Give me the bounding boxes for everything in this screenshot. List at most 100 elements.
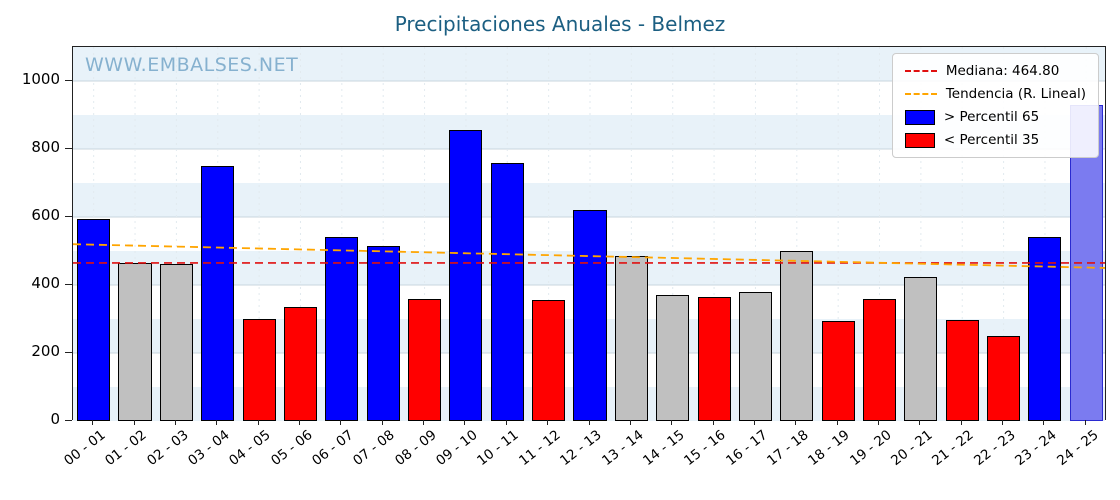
bar-00-01 [77,218,111,421]
x-tick-label: 06 - 07 [309,427,357,470]
bars-layer [73,47,1105,421]
legend-label-trend: Tendencia (R. Lineal) [945,86,1086,102]
x-tick-label: 21 - 22 [929,427,978,470]
bar-14-15 [656,295,690,421]
legend-item-above-p65: > Percentil 65 [904,109,1086,125]
watermark: WWW.EMBALSES.NET [85,54,299,76]
x-tick-mark [257,420,259,425]
reference-lines [73,243,1105,269]
x-tick-label: 16 - 17 [722,427,771,470]
x-tick-mark [92,420,94,425]
x-tick-mark [133,420,135,425]
bar-21-22 [945,319,979,421]
x-tick-label: 14 - 15 [640,427,688,470]
bar-13-14 [614,256,648,421]
x-tick-label: 17 - 18 [764,427,812,470]
y-tick-mark [65,352,72,353]
x-tick-mark [588,420,590,425]
x-tick-label: 23 - 24 [1012,427,1060,470]
x-tick-label: 02 - 03 [143,427,192,470]
x-tick-mark [836,420,838,425]
x-tick-mark [712,420,714,425]
y-tick-label: 1000 [21,70,60,88]
x-tick-label: 08 - 09 [391,427,440,470]
chart-title: Precipitaciones Anuales - Belmez [394,12,726,36]
x-tick-mark [340,420,342,425]
bar-10-11 [490,162,524,421]
x-tick-label: 13 - 14 [598,427,647,470]
y-tick-mark [65,80,72,81]
x-tick-label: 10 - 11 [474,427,523,470]
x-tick-mark [505,420,507,425]
bar-18-19 [821,320,855,421]
y-tick-mark [65,148,72,149]
x-tick-label: 20 - 21 [888,427,936,470]
bar-12-13 [573,210,607,421]
bar-08-09 [408,298,442,421]
bar-16-17 [738,291,772,421]
y-tick-mark [65,420,72,421]
x-tick-label: 00 - 01 [61,427,109,470]
bar-06-07 [325,237,359,421]
x-tick-mark [671,420,673,425]
y-tick-label: 800 [31,138,60,156]
x-tick-mark [298,420,300,425]
x-tick-label: 22 - 23 [970,427,1019,470]
x-tick-label: 12 - 13 [557,427,605,470]
bar-17-18 [780,251,814,421]
x-tick-mark [216,420,218,425]
plot-area: WWW.EMBALSES.NET Mediana: 464.80 Tendenc… [72,46,1106,421]
bar-11-12 [532,300,566,421]
median-line-sample-icon [904,70,937,72]
x-tick-mark [629,420,631,425]
bar-20-21 [904,277,938,421]
x-tick-label: 07 - 08 [350,427,399,470]
bar-03-04 [201,166,235,421]
x-tick-label: 15 - 16 [681,427,729,470]
x-tick-mark [464,420,466,425]
bar-22-23 [987,336,1021,421]
bar-01-02 [118,262,152,421]
x-tick-mark [1084,420,1086,425]
y-tick-mark [65,284,72,285]
x-tick-mark [174,420,176,425]
x-tick-label: 03 - 04 [185,427,233,470]
x-tick-label: 11 - 12 [515,427,564,470]
x-tick-label: 05 - 06 [267,427,316,470]
bar-19-20 [862,298,897,421]
x-tick-mark [547,420,549,425]
y-tick-label: 400 [31,274,60,292]
x-tick-label: 01 - 02 [102,427,150,470]
bar-23-24 [1028,237,1062,421]
trend-line-sample-icon [904,93,937,95]
x-tick-mark [1043,420,1045,425]
x-tick-mark [381,420,383,425]
bar-09-10 [449,130,483,421]
legend-label-below-p35: < Percentil 35 [943,132,1040,148]
y-tick-mark [65,216,72,217]
bar-15-16 [697,296,731,421]
bar-07-08 [366,245,400,421]
blue-patch-icon [904,109,935,125]
legend-item-median: Mediana: 464.80 [904,63,1086,79]
x-tick-mark [960,420,962,425]
legend: Mediana: 464.80 Tendencia (R. Lineal) > … [891,53,1099,158]
x-tick-label: 09 - 10 [433,427,481,470]
y-tick-label: 0 [50,410,60,428]
x-tick-mark [795,420,797,425]
y-tick-label: 600 [31,206,60,224]
x-tick-mark [753,420,755,425]
red-patch-icon [904,132,935,148]
legend-item-below-p35: < Percentil 35 [904,132,1086,148]
x-tick-mark [919,420,921,425]
x-tick-label: 24 - 25 [1053,427,1102,470]
legend-label-above-p65: > Percentil 65 [943,109,1040,125]
x-tick-label: 04 - 05 [226,427,274,470]
legend-item-trend: Tendencia (R. Lineal) [904,86,1086,102]
x-tick-mark [878,420,880,425]
y-tick-label: 200 [31,342,60,360]
x-tick-mark [423,420,425,425]
bar-05-06 [283,307,317,421]
bar-04-05 [242,319,276,421]
